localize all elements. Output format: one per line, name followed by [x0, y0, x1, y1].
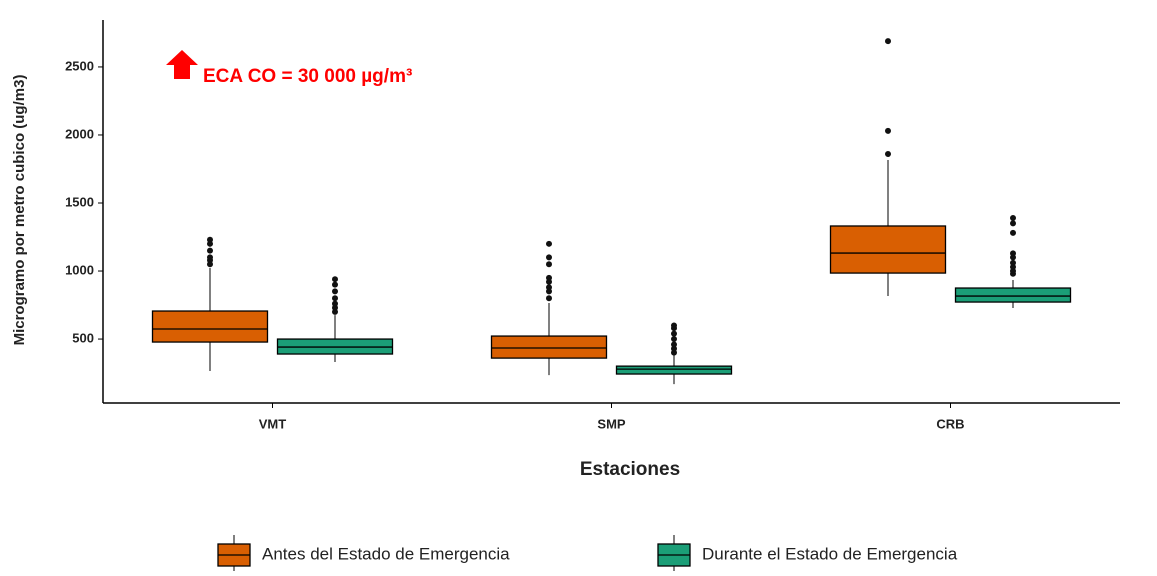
- outlier: [332, 288, 338, 295]
- x-tick-label: CRB: [936, 416, 964, 431]
- legend-label: Durante el Estado de Emergencia: [702, 544, 958, 563]
- outlier: [207, 247, 213, 254]
- y-tick-label: 2500: [65, 58, 94, 73]
- outlier: [1010, 250, 1016, 257]
- outlier: [546, 295, 552, 302]
- y-axis-title: Microgramo por metro cubico (ug/m3): [11, 75, 28, 346]
- outlier: [671, 341, 677, 348]
- outlier: [546, 261, 552, 268]
- outlier: [671, 330, 677, 337]
- y-tick-label: 500: [72, 330, 94, 345]
- outlier: [885, 127, 891, 134]
- legend-label: Antes del Estado de Emergencia: [262, 544, 510, 563]
- outlier: [1010, 214, 1016, 221]
- outlier: [332, 295, 338, 302]
- outlier: [207, 254, 213, 261]
- x-tick-label: SMP: [597, 416, 626, 431]
- outlier: [546, 240, 552, 247]
- box: [954, 287, 1072, 303]
- outlier: [332, 281, 338, 288]
- outlier: [671, 336, 677, 343]
- y-tick-label: 2000: [65, 126, 94, 141]
- outlier: [207, 236, 213, 243]
- outlier: [332, 300, 338, 307]
- annotation-arrow: [166, 50, 198, 79]
- x-tick-label: VMT: [259, 416, 287, 431]
- outlier: [1010, 259, 1016, 266]
- x-axis-title: Estaciones: [580, 459, 680, 480]
- outlier: [1010, 220, 1016, 227]
- box: [829, 225, 947, 274]
- y-tick-label: 1000: [65, 262, 94, 277]
- annotation: ECA CO = 30 000 µg/m³: [203, 66, 412, 87]
- box: [490, 335, 608, 359]
- y-tick-label: 1500: [65, 194, 94, 209]
- box: [151, 310, 269, 343]
- outlier: [885, 151, 891, 158]
- outlier: [546, 254, 552, 261]
- outlier: [671, 322, 677, 329]
- outlier: [332, 276, 338, 283]
- outlier: [1010, 229, 1016, 236]
- outlier: [546, 274, 552, 281]
- outlier: [885, 38, 891, 45]
- outlier: [546, 284, 552, 291]
- box: [615, 365, 733, 375]
